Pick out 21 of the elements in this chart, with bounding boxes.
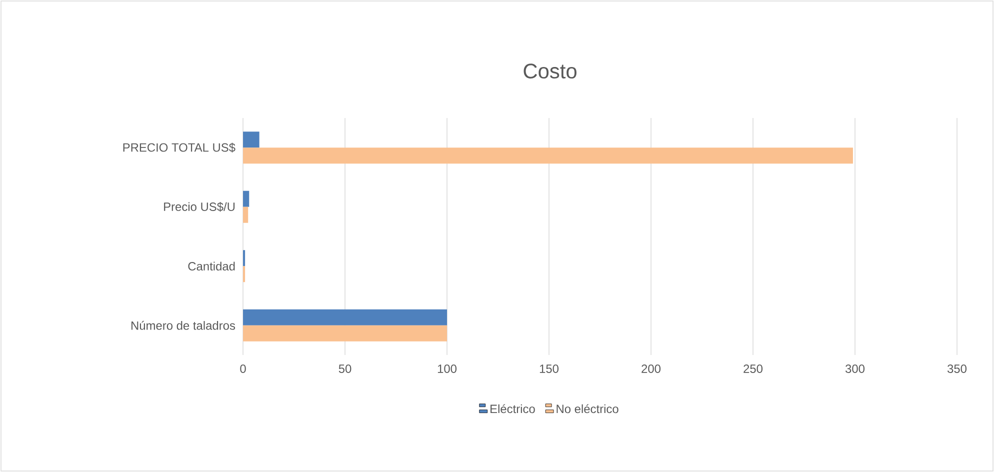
bar bbox=[243, 132, 260, 148]
x-tick-label: 0 bbox=[240, 364, 246, 373]
y-tick-label: PRECIO TOTAL US$ bbox=[123, 142, 236, 152]
bar bbox=[243, 190, 250, 207]
x-tick-label: 50 bbox=[338, 364, 352, 373]
chart-title: Costo bbox=[524, 64, 576, 78]
x-tick-label: 200 bbox=[642, 364, 661, 373]
x-tick-label: 100 bbox=[438, 364, 457, 373]
x-tick-label: 250 bbox=[744, 364, 763, 373]
bar bbox=[243, 325, 448, 342]
bar bbox=[243, 309, 448, 326]
y-tick-label: Número de taladros bbox=[131, 320, 236, 330]
y-tick-label: Cantidad bbox=[188, 262, 235, 270]
legend-label: Eléctrico bbox=[490, 404, 535, 414]
bar bbox=[243, 206, 248, 223]
bar bbox=[243, 148, 853, 164]
x-tick-label: 300 bbox=[845, 364, 865, 373]
x-tick-label: 150 bbox=[540, 364, 559, 373]
x-tick-label: 350 bbox=[947, 364, 967, 373]
y-tick-label: Precio US$/U bbox=[164, 202, 235, 212]
legend-label: No eléctrico bbox=[556, 404, 618, 414]
